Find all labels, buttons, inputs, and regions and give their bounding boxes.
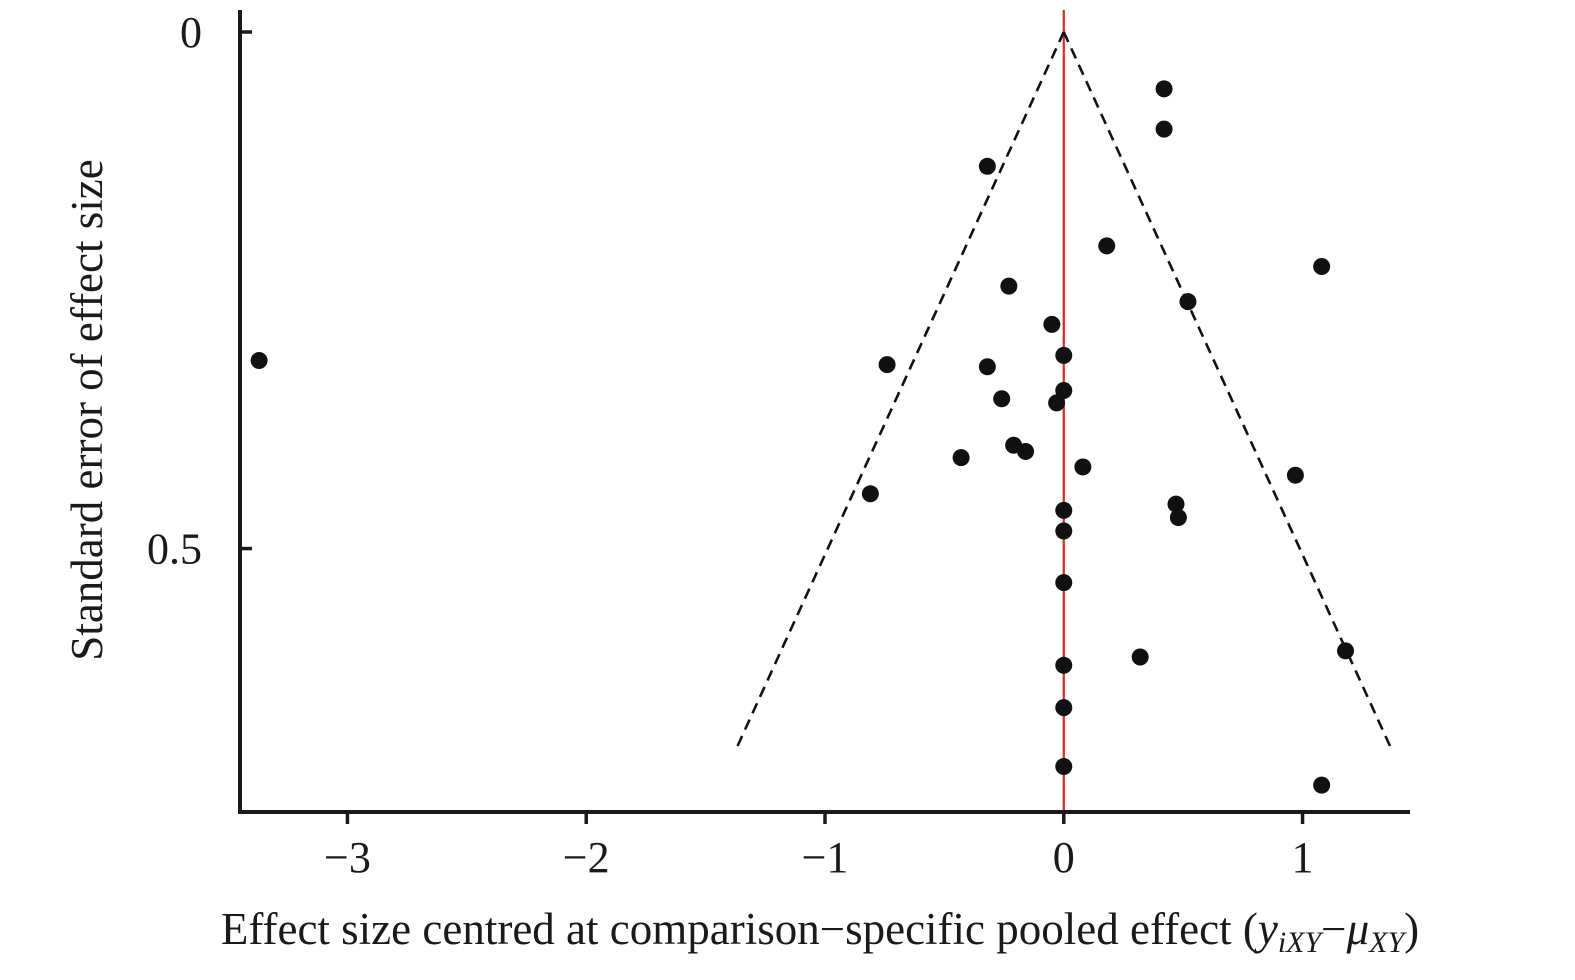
data-point — [1048, 394, 1066, 412]
data-point — [1169, 509, 1187, 527]
data-point — [1179, 293, 1197, 311]
data-point — [1155, 120, 1173, 138]
data-point — [861, 485, 879, 503]
data-point — [1098, 237, 1116, 255]
data-point — [1131, 648, 1149, 666]
funnel-right-boundary — [1062, 31, 1393, 749]
x-tick-label: −1 — [802, 833, 849, 882]
data-point — [1055, 346, 1073, 364]
x-axis-label: Effect size centred at comparison−specif… — [221, 904, 1419, 959]
data-point — [1055, 381, 1073, 399]
data-point — [978, 358, 996, 376]
data-point — [1313, 258, 1331, 276]
x-axis-label-open: ( — [1232, 904, 1258, 954]
x-axis-label-close: ) — [1404, 904, 1419, 954]
y-tick-label: 0.5 — [147, 525, 202, 574]
x-tick-label: 0 — [1053, 833, 1075, 882]
data-point — [1000, 277, 1018, 295]
data-point — [1055, 656, 1073, 674]
data-point — [1167, 495, 1185, 513]
data-point — [952, 449, 970, 467]
data-point — [878, 356, 896, 374]
funnel-layer — [735, 10, 1393, 812]
data-point — [1313, 776, 1331, 794]
data-point — [993, 390, 1011, 408]
data-point — [1155, 80, 1173, 98]
x-axis-label-text: Effect size centred at comparison−specif… — [221, 904, 1232, 954]
data-point — [1055, 574, 1073, 592]
x-axis-label-mu-subscript: XY — [1368, 926, 1407, 959]
y-tick-label: 0 — [180, 8, 202, 57]
data-point — [1055, 758, 1073, 776]
axes: −3 −2 −1 0 1 0 0.5 — [147, 8, 1410, 882]
x-tick-label: −3 — [324, 833, 371, 882]
x-axis-label-mu: μ — [1346, 904, 1370, 954]
data-point — [1055, 699, 1073, 717]
data-points — [250, 80, 1355, 794]
data-point — [1337, 642, 1355, 660]
data-point — [1043, 315, 1061, 333]
data-point — [1017, 442, 1035, 460]
data-point — [1055, 522, 1073, 540]
data-point — [1055, 501, 1073, 519]
data-point — [1074, 458, 1092, 476]
x-tick-label: 1 — [1292, 833, 1314, 882]
data-point — [250, 352, 268, 370]
data-point — [1286, 466, 1304, 484]
x-axis-label-y: y — [1254, 904, 1278, 954]
x-axis-label-minus: − — [1321, 904, 1346, 954]
data-point — [978, 157, 996, 175]
x-tick-label: −2 — [563, 833, 610, 882]
x-axis-label-y-subscript: iXY — [1278, 926, 1325, 959]
funnel-left-boundary — [735, 31, 1065, 749]
y-axis-label: Standard error of effect size — [62, 159, 112, 660]
